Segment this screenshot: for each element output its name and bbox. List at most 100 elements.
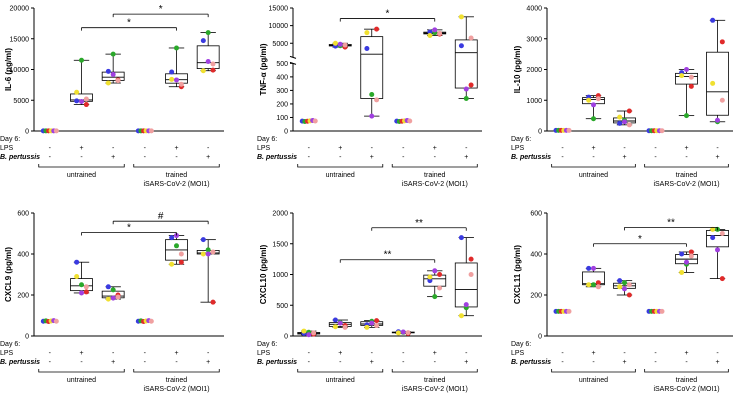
condition-bp-6: + <box>715 154 719 161</box>
data-point <box>74 274 80 280</box>
data-point <box>205 59 211 65</box>
y-tick-label: 0 <box>25 129 29 136</box>
condition-bp-2: - <box>80 154 83 161</box>
data-point <box>74 89 80 95</box>
box-group-2 <box>328 317 352 330</box>
data-point <box>622 286 627 292</box>
y-tick-label: 3000 <box>526 36 542 43</box>
data-point <box>337 320 343 326</box>
data-point <box>110 51 116 57</box>
condition-lps-5: + <box>433 145 437 152</box>
box-iqr <box>360 36 384 99</box>
data-point <box>427 29 433 35</box>
row-label-lps: LPS <box>0 145 14 152</box>
data-point <box>200 68 206 74</box>
group-bracket-untrained <box>297 369 384 373</box>
condition-bp-5: - <box>434 154 437 161</box>
y-tick-label: 1000 <box>526 98 542 105</box>
row-label-bp: B. pertussis <box>0 154 40 161</box>
data-point <box>311 330 317 336</box>
data-point <box>617 114 623 120</box>
condition-lps-5: + <box>433 350 437 357</box>
row-label-lps: LPS <box>0 350 14 357</box>
data-point <box>684 67 689 72</box>
condition-bp-6: + <box>206 154 210 161</box>
data-point <box>659 128 665 134</box>
condition-lps-5: + <box>684 350 688 357</box>
condition-lps-6: - <box>716 145 719 152</box>
condition-lps-3: - <box>371 350 374 357</box>
y-tick-label: 200 <box>530 293 542 300</box>
significance-label: * <box>386 9 390 20</box>
data-point <box>463 96 469 102</box>
data-point <box>174 45 179 51</box>
data-point <box>369 91 375 97</box>
group-bracket-untrained <box>297 164 384 168</box>
chart-panel-5: 0 500 1000 1500 2000 CXCL10 (pg/ml) ** ** Day 6:… <box>257 211 482 393</box>
data-point <box>210 67 216 73</box>
data-point <box>400 329 406 335</box>
data-point <box>115 78 121 84</box>
condition-lps-3: - <box>112 350 115 357</box>
y-tick-label: 600 <box>17 211 29 218</box>
data-point <box>688 249 694 255</box>
group-label-untrained: untrained <box>579 172 608 179</box>
y-tick-label: 5000 <box>13 98 29 105</box>
group-label-trained: trained <box>676 377 698 384</box>
data-point <box>74 98 80 104</box>
condition-lps-6: - <box>465 145 468 152</box>
data-point <box>210 299 216 305</box>
box-group-1 <box>40 128 59 134</box>
box-group-1 <box>553 127 572 133</box>
data-point <box>79 290 84 296</box>
data-point <box>374 318 380 324</box>
condition-bp-2: - <box>339 154 342 161</box>
condition-bp-6: + <box>206 359 210 366</box>
group-label-trained-sub: iSARS-CoV-2 (MOI1) <box>402 386 468 393</box>
data-point <box>715 247 720 253</box>
condition-lps-6: - <box>465 350 468 357</box>
y-tick-label: 1000 <box>272 272 288 279</box>
data-point <box>337 41 343 47</box>
row-label-day: Day 6: <box>0 341 20 348</box>
box-iqr <box>196 45 220 69</box>
significance-label: # <box>158 211 164 222</box>
group-bracket-trained <box>644 164 729 168</box>
data-point <box>169 235 175 241</box>
row-label-bp: B. pertussis <box>257 154 297 161</box>
box-iqr <box>454 262 478 308</box>
data-point <box>719 39 725 45</box>
condition-lps-3: - <box>623 350 626 357</box>
condition-lps-1: - <box>561 145 564 152</box>
y-tick-label: 300 <box>276 88 288 95</box>
data-point <box>684 113 689 119</box>
data-point <box>586 97 592 103</box>
box-group-3 <box>613 108 636 128</box>
box-group-4 <box>135 318 154 324</box>
data-point <box>374 97 380 103</box>
data-point <box>688 253 694 259</box>
data-point <box>427 278 433 284</box>
data-point <box>342 42 348 48</box>
y-axis-title: CXCL9 (pg/ml) <box>4 247 13 302</box>
data-point <box>719 231 725 236</box>
data-point <box>468 272 474 277</box>
significance-label: * <box>638 234 642 245</box>
condition-bp-4: - <box>654 359 657 366</box>
condition-lps-4: - <box>144 350 147 357</box>
box-iqr <box>423 274 447 287</box>
condition-bp-5: - <box>685 359 688 366</box>
row-label-lps: LPS <box>511 350 525 357</box>
group-label-untrained: untrained <box>326 377 355 384</box>
group-label-untrained: untrained <box>67 172 96 179</box>
condition-lps-3: - <box>371 145 374 152</box>
condition-bp-6: + <box>464 359 468 366</box>
group-bracket-untrained <box>38 369 125 373</box>
row-label-day: Day 6: <box>511 136 531 143</box>
group-bracket-trained <box>391 164 478 168</box>
y-tick-label: 200 <box>276 101 288 108</box>
group-label-trained-sub: iSARS-CoV-2 (MOI1) <box>653 386 719 393</box>
data-point <box>83 96 89 102</box>
data-point <box>405 330 411 336</box>
